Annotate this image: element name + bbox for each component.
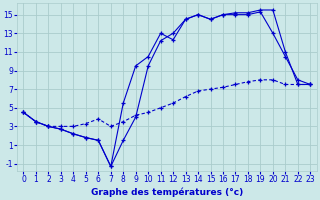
X-axis label: Graphe des températures (°c): Graphe des températures (°c) bbox=[91, 187, 243, 197]
